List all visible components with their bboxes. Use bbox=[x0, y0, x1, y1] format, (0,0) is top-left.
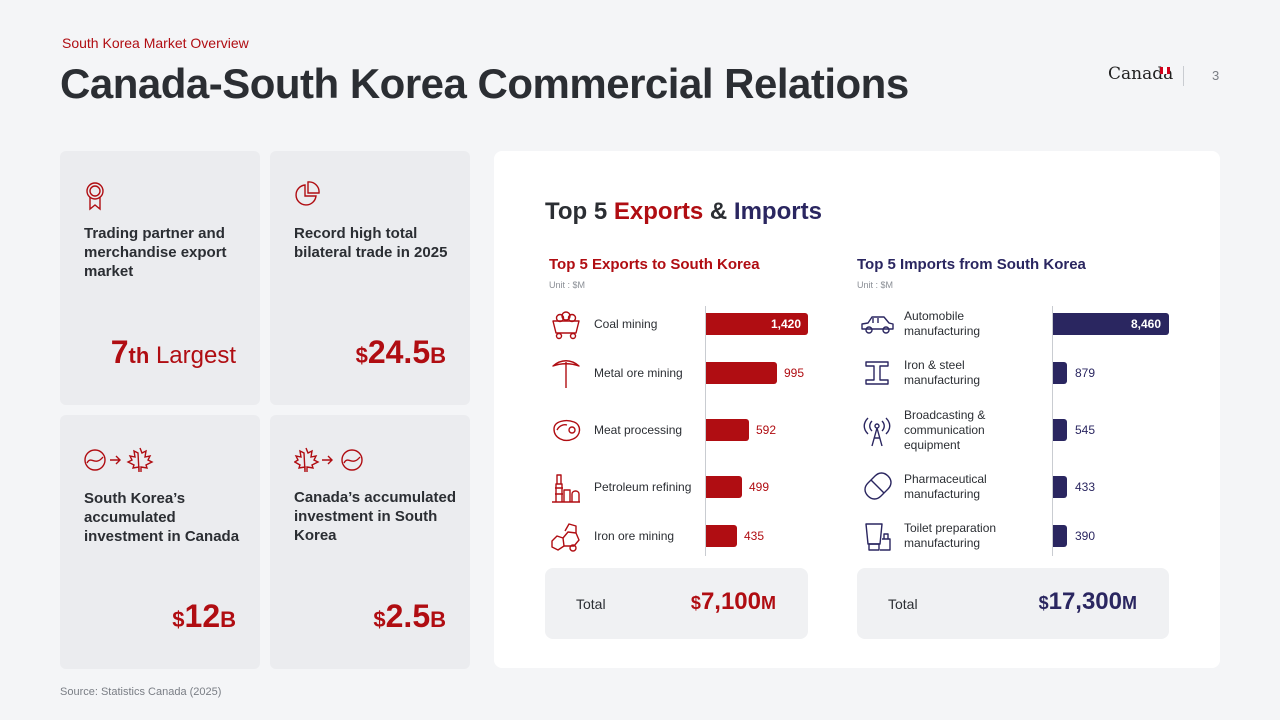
data-label: 390 bbox=[1075, 529, 1096, 543]
bar bbox=[706, 476, 742, 498]
bar bbox=[706, 419, 749, 441]
card-trading-partner: Trading partner and merchandise export m… bbox=[60, 151, 260, 405]
page-title: Canada-South Korea Commercial Relations bbox=[60, 60, 909, 107]
card-label: Trading partner and merchandise export m… bbox=[84, 225, 227, 280]
chart-title: Top 5 Imports from South Korea bbox=[857, 256, 1086, 273]
bar bbox=[706, 362, 777, 384]
total-label: Total bbox=[576, 596, 606, 612]
bar bbox=[1053, 313, 1169, 335]
award-ribbon-icon bbox=[84, 181, 106, 216]
total-value: $17,300M bbox=[1038, 588, 1137, 615]
card-value: 7th Largest bbox=[110, 334, 236, 370]
category-label: Automobile manufacturing bbox=[904, 309, 981, 338]
data-label: 8,460 bbox=[1130, 317, 1161, 331]
category-label: Broadcasting & communication equipment bbox=[904, 407, 986, 452]
chart-unit: Unit : $M bbox=[857, 280, 894, 290]
bar bbox=[1053, 362, 1067, 384]
data-label: 879 bbox=[1075, 366, 1096, 380]
panel-title: Top 5 Exports & Imports bbox=[545, 198, 822, 225]
total-box: Total $17,300M bbox=[857, 568, 1169, 639]
card-value: $24.5B bbox=[355, 334, 446, 370]
data-label: 499 bbox=[749, 480, 770, 494]
category-label: Iron & steel manufacturing bbox=[904, 358, 981, 387]
card-value: $12B bbox=[172, 598, 236, 634]
canada-wordmark: Canada bbox=[1108, 64, 1174, 84]
card-label: Canada’s accumulated investment in South… bbox=[294, 489, 457, 544]
bar bbox=[1053, 476, 1067, 498]
data-label: 592 bbox=[756, 423, 777, 437]
car-icon bbox=[860, 307, 894, 341]
category-label: Petroleum refining bbox=[594, 479, 692, 494]
total-label: Total bbox=[888, 596, 918, 612]
chart-axis bbox=[1052, 306, 1053, 556]
flag-icon bbox=[1160, 67, 1170, 74]
category-label: Toilet preparation manufacturing bbox=[904, 521, 997, 550]
ore-rocks-icon bbox=[549, 519, 583, 553]
data-label: 995 bbox=[784, 366, 805, 380]
category-label: Meat processing bbox=[594, 422, 683, 437]
card-label: South Korea’s accumulated investment in … bbox=[84, 490, 240, 545]
data-label: 1,420 bbox=[770, 317, 801, 331]
korea-to-canada-icon bbox=[84, 445, 156, 480]
steel-beam-icon bbox=[860, 356, 894, 390]
pickaxe-icon bbox=[549, 356, 583, 390]
chart-unit: Unit : $M bbox=[549, 280, 586, 290]
chart-title: Top 5 Exports to South Korea bbox=[549, 256, 760, 273]
source-note: Source: Statistics Canada (2025) bbox=[60, 686, 222, 698]
eyebrow: South Korea Market Overview bbox=[62, 35, 249, 51]
cosmetic-tube-icon bbox=[860, 519, 894, 553]
bar bbox=[706, 313, 808, 335]
data-label: 433 bbox=[1075, 480, 1096, 494]
antenna-icon bbox=[860, 413, 894, 447]
total-value: $7,100M bbox=[690, 588, 776, 615]
canada-to-korea-icon bbox=[293, 445, 366, 480]
chart-axis bbox=[705, 306, 706, 556]
bar bbox=[1053, 419, 1067, 441]
card-ca-investment: Canada’s accumulated investment in South… bbox=[270, 415, 470, 669]
data-label: 435 bbox=[744, 529, 765, 543]
pie-chart-icon bbox=[294, 181, 320, 212]
coal-cart-icon bbox=[549, 307, 583, 341]
bar bbox=[706, 525, 737, 547]
top5-panel: Top 5 Exports & Imports Top 5 Exports to… bbox=[494, 151, 1220, 668]
card-value: $2.5B bbox=[373, 598, 446, 634]
pill-icon bbox=[860, 470, 894, 504]
page-number: 3 bbox=[1212, 68, 1220, 83]
meat-icon bbox=[549, 413, 583, 447]
category-label: Metal ore mining bbox=[594, 365, 683, 380]
card-label: Record high total bilateral trade in 202… bbox=[294, 225, 448, 261]
data-label: 545 bbox=[1075, 423, 1096, 437]
total-box: Total $7,100M bbox=[545, 568, 808, 639]
refinery-icon bbox=[549, 470, 583, 504]
category-label: Iron ore mining bbox=[594, 528, 675, 543]
card-kr-investment: South Korea’s accumulated investment in … bbox=[60, 415, 260, 669]
card-bilateral-trade: Record high total bilateral trade in 202… bbox=[270, 151, 470, 405]
category-label: Coal mining bbox=[594, 316, 658, 331]
category-label: Pharmaceutical manufacturing bbox=[904, 472, 987, 501]
bar bbox=[1053, 525, 1067, 547]
divider bbox=[1183, 66, 1184, 86]
